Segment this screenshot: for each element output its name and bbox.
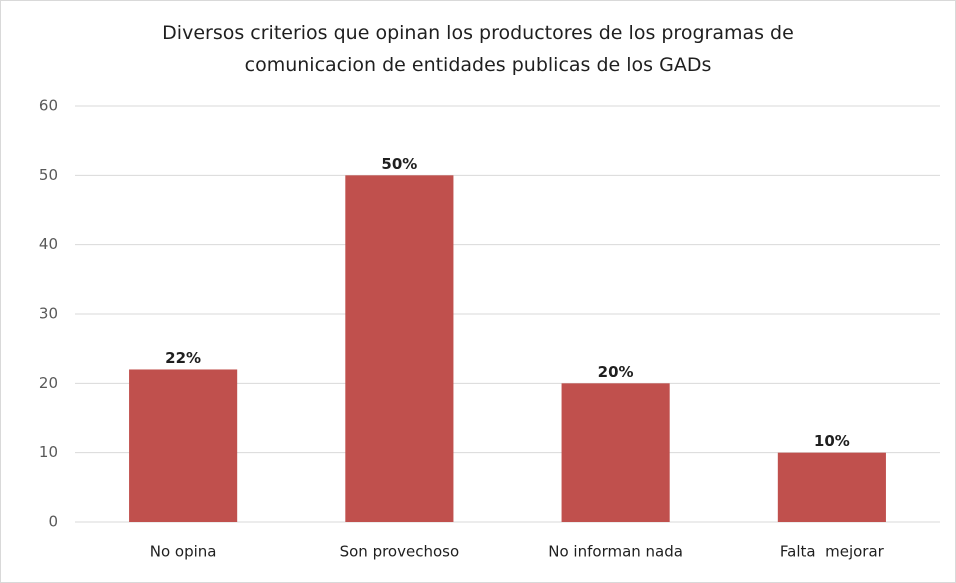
y-tick-label: 10: [39, 443, 58, 461]
data-label: 10%: [814, 432, 850, 450]
bar: [345, 175, 454, 523]
y-tick-label: 60: [39, 97, 58, 115]
data-label: 20%: [598, 363, 634, 381]
x-tick-label: Son provechoso: [340, 543, 460, 561]
chart-title: Diversos criterios que opinan los produc…: [162, 22, 794, 76]
y-tick-label: 30: [39, 305, 58, 323]
bar: [777, 452, 886, 522]
y-tick-label: 20: [39, 374, 58, 392]
x-tick-label: No opina: [150, 543, 217, 561]
y-tick-label: 0: [48, 513, 58, 531]
data-label: 22%: [165, 349, 201, 367]
y-tick-label: 40: [39, 235, 58, 253]
bar: [561, 383, 670, 522]
x-tick-label: No informan nada: [548, 543, 683, 561]
x-tick-label: Falta mejorar: [780, 543, 885, 561]
data-label: 50%: [381, 155, 417, 173]
y-tick-label: 50: [39, 166, 58, 184]
bar: [129, 369, 238, 522]
